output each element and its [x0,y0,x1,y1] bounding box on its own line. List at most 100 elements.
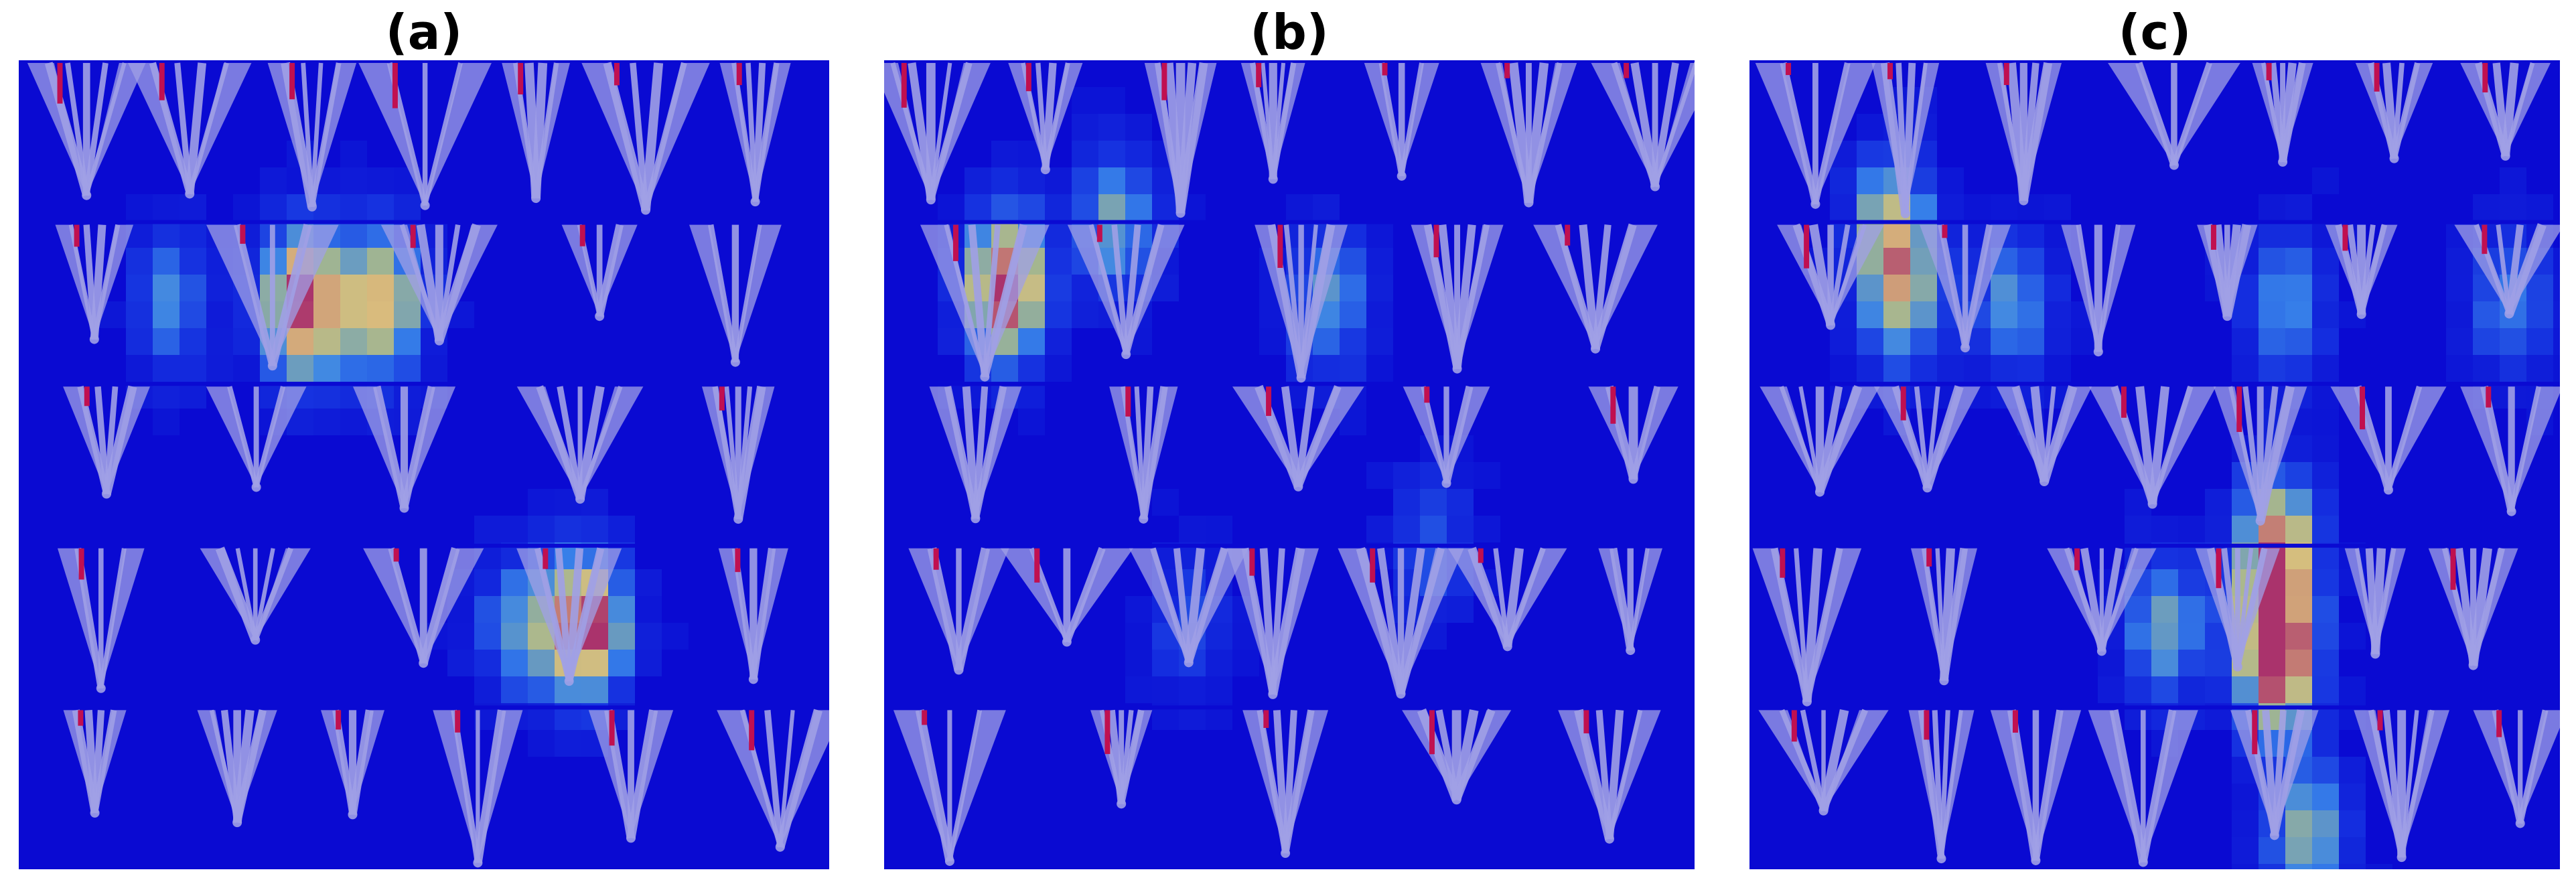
heat-cell [1857,167,1883,194]
heat-cell [206,301,233,328]
heat-cell [2017,221,2044,248]
heat-cell [1830,194,1857,221]
heat-cell [528,516,555,542]
waveform-shape [206,224,339,371]
heat-cell [287,355,313,382]
panel-c: (c) [1749,0,2560,884]
heat-cell [1964,355,1991,382]
heat-cell [1366,248,1393,275]
heat-cell [2285,569,2312,596]
heat-cell [2526,328,2553,355]
heat-cell [180,301,206,328]
heat-cell [1152,650,1179,676]
shape-tip [1791,710,1797,742]
heat-cell [2259,650,2285,676]
waveform-shape [433,709,523,868]
heat-cell [2312,676,2339,703]
heat-cell [153,355,180,382]
shape-tip [1478,548,1484,563]
waveform-shapes [27,62,829,868]
row-separator [1749,220,2560,224]
waveform-shape [1364,62,1439,181]
waveform-shape [1777,223,1885,330]
shape-tip [392,63,398,108]
row-separator [1749,382,2560,386]
waveform-shape [1255,224,1348,383]
heat-cell [340,355,367,382]
shape-tip [393,548,399,562]
waveform-shape [588,709,674,843]
heat-cell [2232,676,2259,703]
heat-cell [2259,355,2285,382]
heat-cell [2205,489,2232,516]
shape-tip [289,63,295,100]
waveform-shape [719,62,791,207]
shape-tip [2482,63,2488,92]
waveform-shape [358,62,492,210]
heat-cell [2500,194,2526,221]
heat-cell [528,730,555,757]
waveform-shape [267,62,357,212]
shape-tip [1610,386,1616,424]
shape-tip [2482,224,2488,254]
shape-tip [1424,386,1430,403]
heat-cell [2017,275,2044,301]
heat-cell [1857,141,1883,167]
heat-cell [153,248,180,275]
shape-tip [2216,548,2222,589]
heat-cell [2553,275,2560,301]
heat-cell [1420,489,1447,516]
heat-cell [1313,194,1340,221]
heat-cell [2526,194,2553,221]
heat-cell [313,382,340,409]
waveform-shape [1109,386,1178,524]
shape-tip [2012,710,2018,733]
shape-tip [2236,386,2242,433]
heat-cell [2285,810,2312,837]
heat-cell [2312,623,2339,650]
heat-cell [938,328,964,355]
heat-cell [2500,355,2526,382]
heat-cell [340,275,367,301]
heat-cell [1018,382,1045,409]
heat-cell [1340,301,1366,328]
heat-cell [2044,275,2071,301]
heat-cell [581,516,608,542]
waveform-shape [516,385,644,504]
heat-cell [1018,301,1045,328]
heat-cell [1366,328,1393,355]
heat-cell [153,409,180,435]
shape-tip [74,224,80,247]
heat-cell [2178,569,2205,596]
waveform-shape [2213,385,2307,526]
heat-cell [367,328,394,355]
heat-cell [1883,248,1910,275]
heat-cell [1098,87,1125,114]
heat-cell [2500,328,2526,355]
heat-cell [1232,650,1259,676]
heat-cell [1072,141,1098,167]
heat-cell [1366,221,1393,248]
shape-tip [455,710,461,733]
heat-cell [2017,355,2044,382]
shape-tip [1504,63,1510,78]
waveform-shape [206,386,307,492]
shape-tip [1926,548,1932,567]
shape-tip [410,224,416,248]
heat-cell [1098,194,1125,221]
heat-cell [1072,194,1098,221]
waveform-shape [55,224,134,344]
heat-cell [2553,248,2560,275]
shape-tip [1161,63,1167,100]
heat-cell [1366,355,1393,382]
heat-cell [1447,489,1474,516]
heat-cell [2151,623,2178,650]
heat-cell [2125,623,2151,650]
heat-cell [2473,328,2500,355]
shape-tip [1786,63,1792,76]
heat-cell [1179,516,1206,542]
heat-cell [2151,569,2178,596]
heat-cell [2339,810,2366,837]
shape-tip [2210,224,2216,250]
waveform-shape [718,547,788,684]
